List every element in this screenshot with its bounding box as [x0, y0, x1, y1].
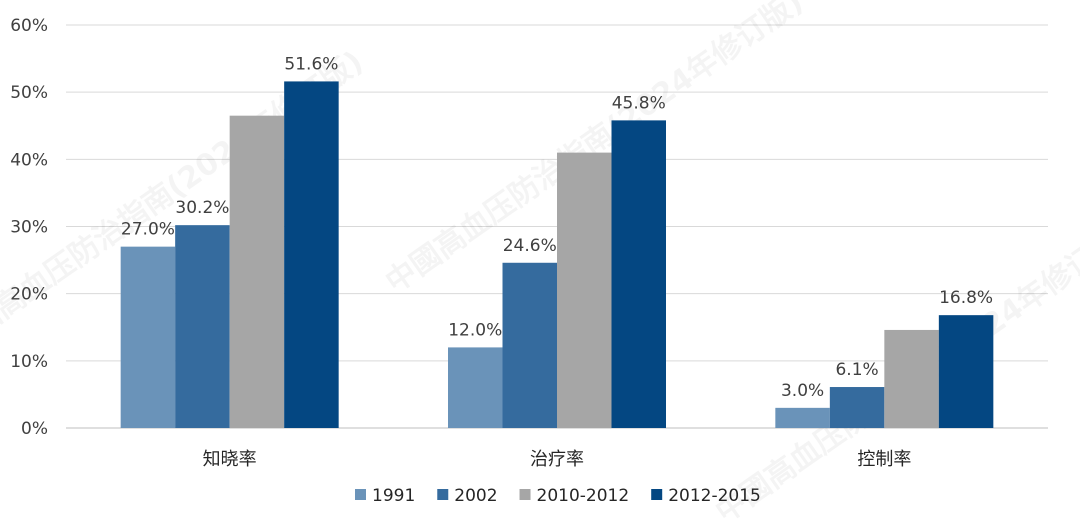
bar — [938, 315, 994, 428]
bar — [884, 329, 939, 428]
bar — [829, 387, 885, 428]
bar — [775, 407, 830, 428]
legend-swatch — [437, 489, 449, 500]
bar — [557, 152, 612, 428]
data-label: 24.6% — [503, 236, 557, 256]
bar — [229, 115, 285, 429]
category-label: 知晓率 — [203, 449, 257, 470]
legend-swatch — [519, 489, 531, 500]
legend-swatch — [651, 489, 663, 500]
y-tick-label: 40% — [10, 150, 48, 170]
legend-label: 1991 — [372, 486, 415, 506]
legend-swatch — [355, 489, 366, 500]
bar — [284, 81, 339, 429]
bars — [120, 81, 994, 429]
legend-label: 2010-2012 — [537, 486, 630, 506]
legend: 1991 2002 2010-2012 2012-2015 — [355, 486, 761, 506]
data-label: 16.8% — [939, 288, 993, 308]
data-labels: 27.0%30.2% 51.6% 12.0% 24.6% 45.8% 3.0% 6.1% 16… — [121, 54, 993, 400]
data-label: 12.0% — [448, 320, 502, 340]
y-tick-label: 20% — [10, 285, 48, 305]
y-tick-label: 0% — [21, 419, 48, 439]
y-tick-label: 60% — [10, 16, 48, 36]
bar — [448, 347, 503, 428]
legend-label: 2012-2015 — [668, 486, 761, 506]
bar — [611, 120, 666, 429]
data-label: 30.2% — [175, 198, 229, 218]
axes: 0% 10% 20% 30% 40% 50% 60% 知晓率 治疗率 控制率 — [10, 16, 911, 470]
category-label: 控制率 — [857, 449, 911, 470]
data-label: 27.0% — [121, 220, 175, 240]
bar — [175, 225, 230, 428]
data-label: 3.0% — [781, 381, 824, 401]
bar — [120, 246, 176, 428]
category-label: 治疗率 — [530, 449, 584, 470]
y-tick-label: 10% — [10, 352, 48, 372]
legend-label: 2002 — [454, 486, 497, 506]
data-label: 6.1% — [835, 360, 878, 380]
data-label: 45.8% — [612, 93, 666, 113]
bar — [502, 262, 557, 428]
data-label: 51.6% — [284, 54, 338, 74]
y-tick-label: 30% — [10, 218, 48, 238]
y-tick-label: 50% — [10, 83, 48, 103]
